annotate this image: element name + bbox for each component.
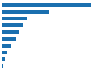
Bar	[2, 10, 49, 13]
Bar	[2, 44, 11, 48]
Bar	[2, 23, 23, 27]
Bar	[2, 37, 16, 41]
Bar	[2, 64, 3, 68]
Bar	[2, 30, 19, 34]
Bar	[2, 3, 91, 7]
Bar	[2, 17, 27, 20]
Bar	[2, 51, 7, 54]
Bar	[2, 58, 5, 61]
